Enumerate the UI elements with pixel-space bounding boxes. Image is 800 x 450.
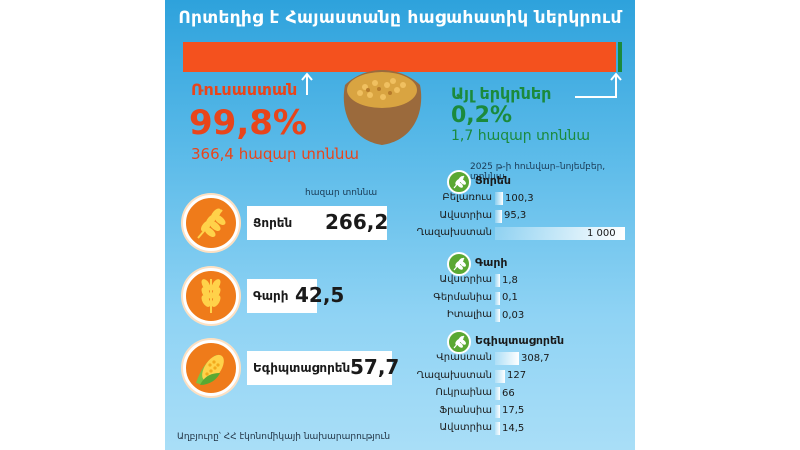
other-countries-percent: 0,2% <box>451 103 513 128</box>
share-bar-other <box>618 42 622 72</box>
country-value-bar <box>495 369 505 383</box>
country-label: Ֆրանսիա <box>439 404 492 416</box>
country-value-label: 0,1 <box>502 292 518 303</box>
unit-label-left: հազար տոննա <box>305 188 378 198</box>
country-value-bar <box>495 387 500 400</box>
country-value-label: 127 <box>507 370 527 381</box>
country-value-bar <box>495 404 500 418</box>
product-total-bar <box>247 279 317 313</box>
up-arrow-other-icon <box>575 72 622 98</box>
country-label: Իտալիա <box>446 309 492 320</box>
country-label: Ավստրիա <box>439 422 493 433</box>
wheat-leaf-icon <box>447 170 471 194</box>
corn-leaf-icon <box>447 330 471 354</box>
russia-amount: 366,4 հազար տոննա <box>191 145 359 163</box>
country-label: Ավստրիա <box>439 209 493 221</box>
infographic-title: Որտեղից է Հայաստանը հացահատիկ ներկրում <box>178 8 622 28</box>
share-bar-area <box>183 42 623 72</box>
country-label: Բելառուս <box>442 192 492 203</box>
country-label: Ղազախստան <box>416 369 492 381</box>
country-label: Ուկրաինա <box>435 387 493 398</box>
source-note: Աղբյուրը՝ ՀՀ էկոնոմիկայի նախարարություն <box>177 432 391 442</box>
country-value-bar <box>495 422 500 435</box>
product-total-value: 42,5 <box>295 283 345 307</box>
product-name: Ցորեն <box>253 216 293 230</box>
other-countries-label: Այլ երկրներ <box>451 84 552 103</box>
product-total-bar <box>247 206 387 240</box>
up-arrow-russia-icon <box>301 72 313 95</box>
russia-label: Ռուսաստան <box>191 80 298 99</box>
country-value-bar <box>495 192 503 205</box>
wheat-icon <box>183 195 239 251</box>
country-value-label: 1,8 <box>502 274 518 286</box>
country-value-bar <box>495 274 500 287</box>
product-total-bar <box>247 351 392 385</box>
country-value-label: 66 <box>502 387 515 399</box>
barley-leaf-icon <box>447 252 471 276</box>
country-value-bar <box>495 352 519 365</box>
product-name: Գարի <box>253 289 289 303</box>
other-countries-amount: 1,7 հազար տոննա <box>451 128 590 144</box>
corn-icon <box>183 340 239 396</box>
country-value-label: 100,3 <box>505 192 534 204</box>
breakdown-section-title: Գարի <box>475 256 508 269</box>
country-value-bar <box>495 291 500 305</box>
product-total-value: 57,7 <box>350 355 400 379</box>
country-value-bar <box>495 227 625 240</box>
russia-percent: 99,8% <box>189 103 307 143</box>
country-label: Վրաստան <box>436 352 492 363</box>
country-value-label: 95,3 <box>504 210 527 221</box>
country-value-bar <box>495 309 500 322</box>
share-bar-russia <box>183 42 616 72</box>
country-value-label: 0,03 <box>502 309 525 321</box>
breakdown-section-title: Եգիպտացորեն <box>475 334 565 347</box>
country-value-label: 17,5 <box>502 405 525 416</box>
product-total-value: 266,2 <box>325 210 389 234</box>
country-label: Ղազախստան <box>416 227 492 238</box>
breakdown-section-title: Ցորեն <box>475 174 511 187</box>
country-value-label: 1 000 <box>587 227 616 239</box>
country-value-label: 308,7 <box>521 352 550 364</box>
infographic-panel: Որտեղից է Հայաստանը հացահատիկ ներկրում <box>165 0 635 450</box>
grain-sack-icon <box>343 70 422 145</box>
country-value-bar <box>495 209 502 223</box>
unit-label-right: 2025 թ-ի հունվար–նոյեմբեր, տոննա <box>470 162 606 182</box>
barley-icon <box>183 268 239 324</box>
country-value-label: 14,5 <box>502 422 525 434</box>
country-label: Գերմանիա <box>433 291 492 303</box>
country-label: Ավստրիա <box>439 274 493 285</box>
product-name: Եգիպտացորեն <box>253 361 351 375</box>
